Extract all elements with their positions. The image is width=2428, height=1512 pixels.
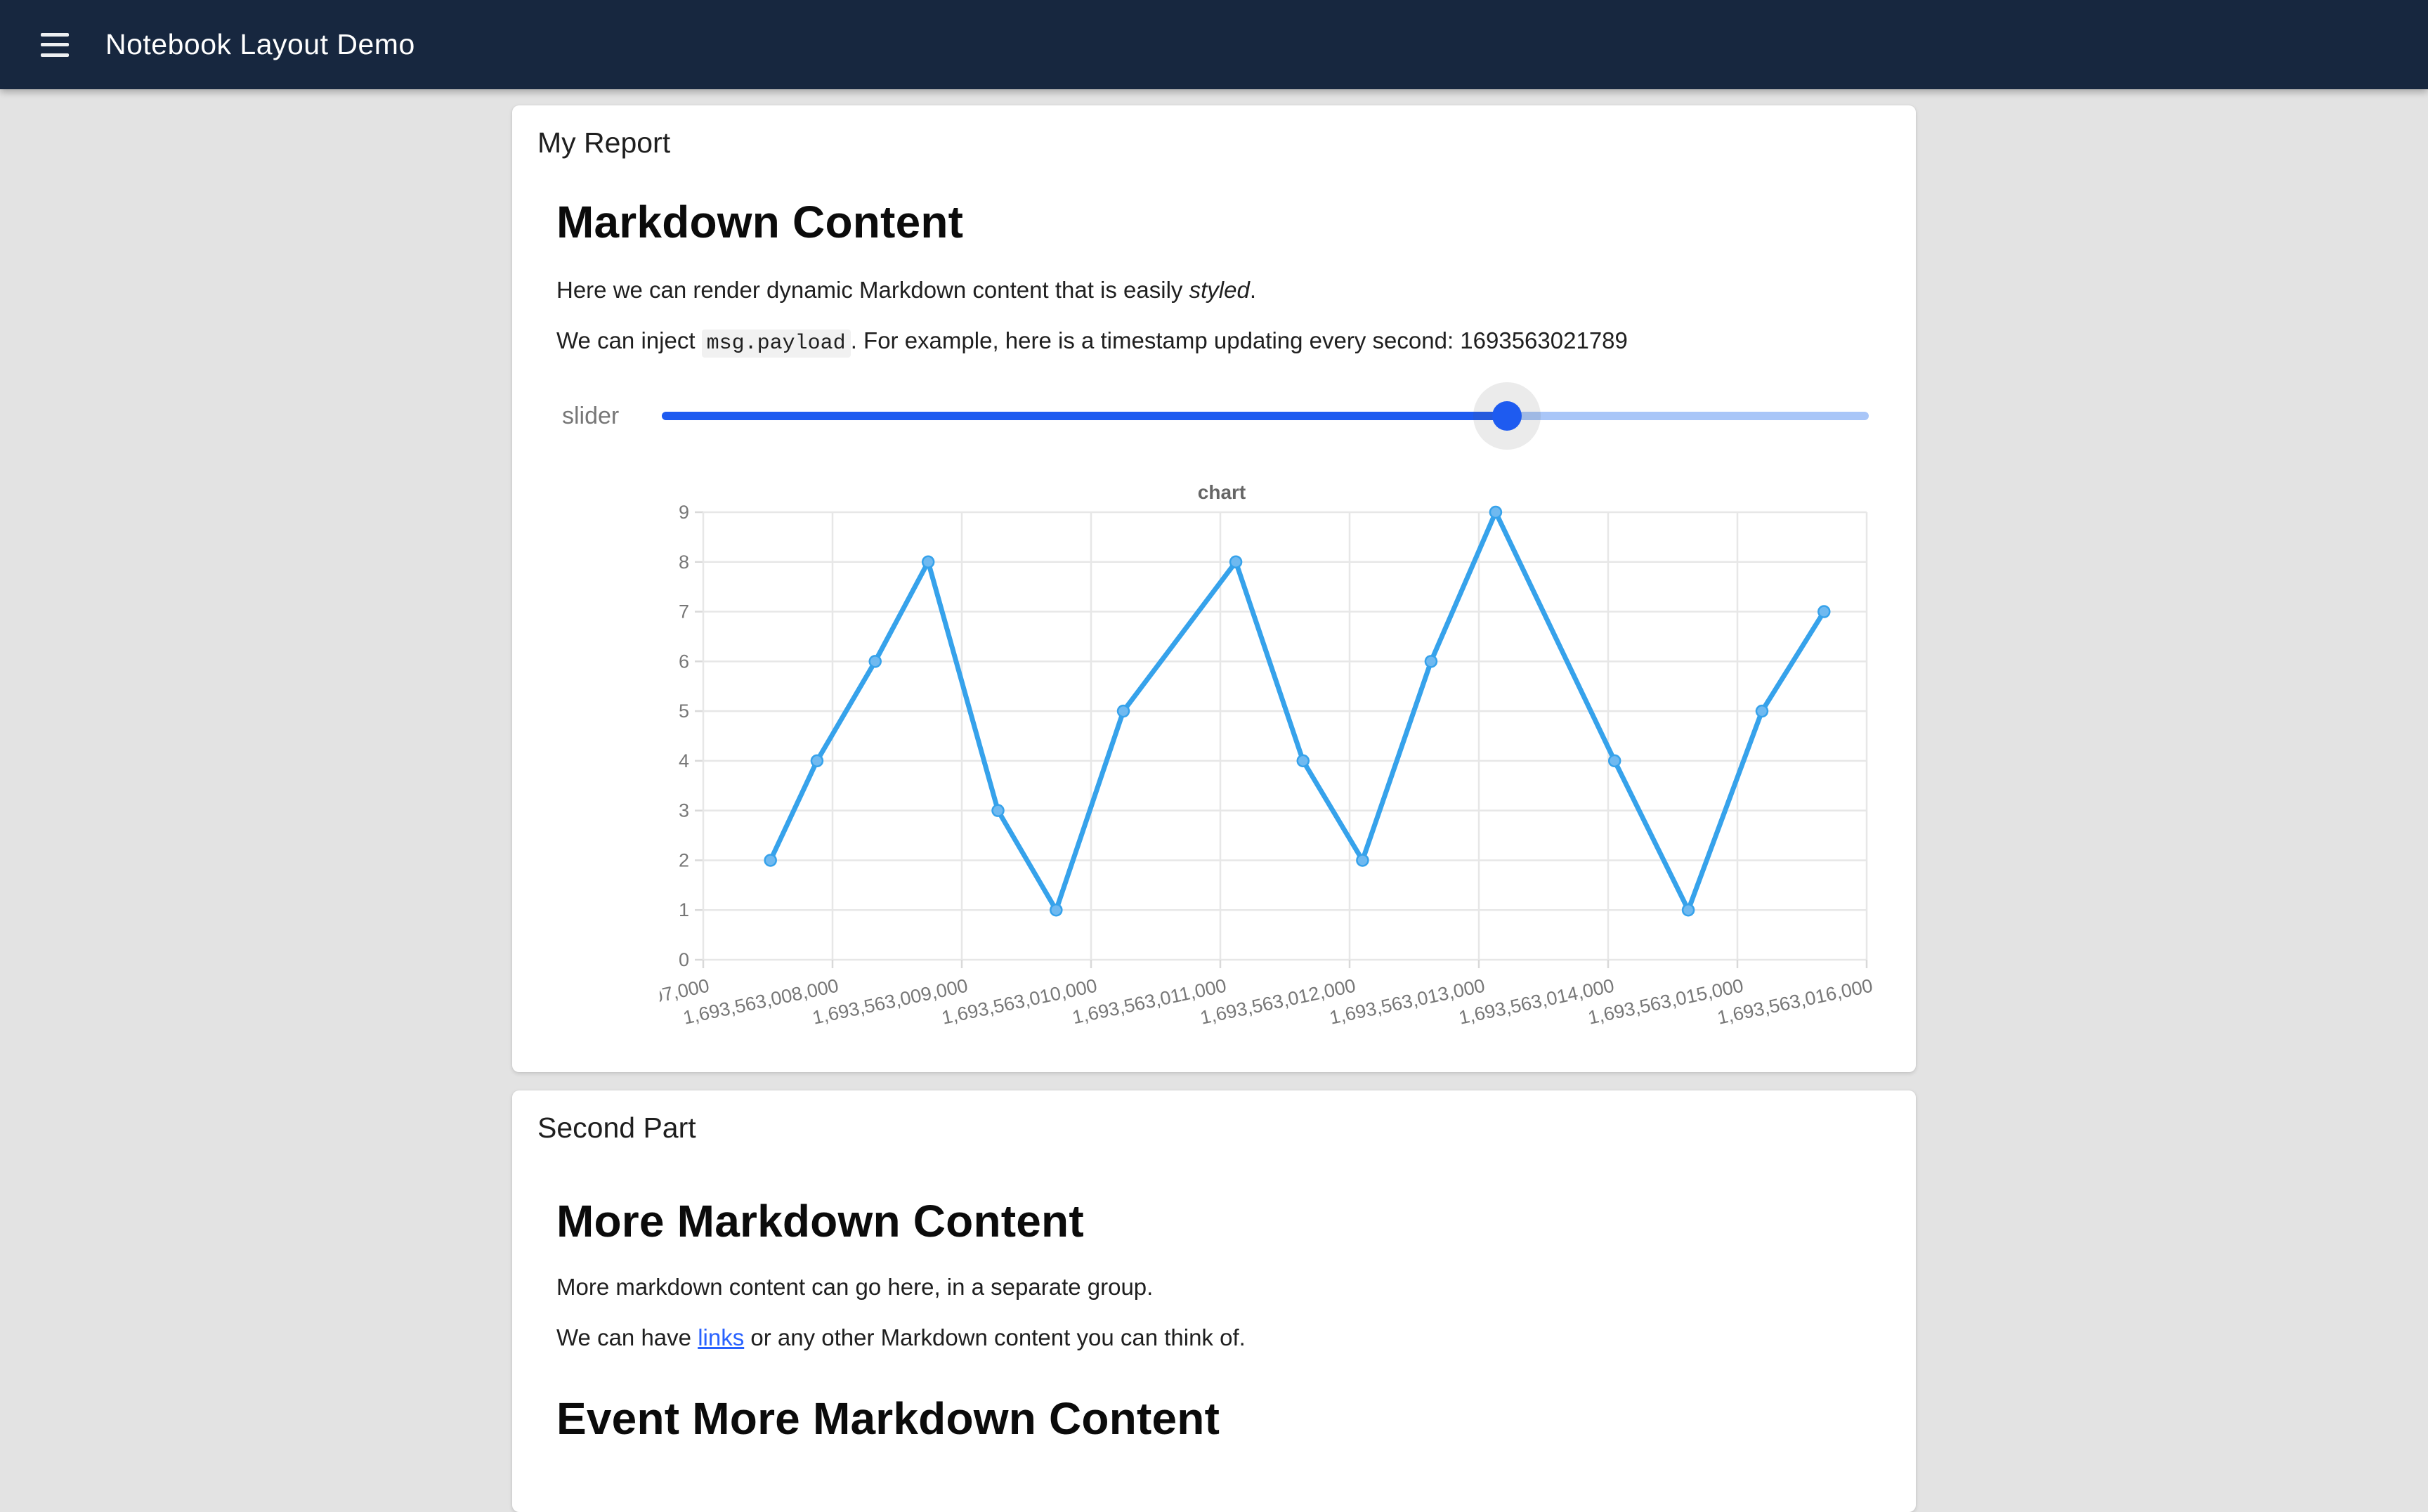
- menu-icon[interactable]: [41, 32, 69, 57]
- svg-text:3: 3: [679, 800, 689, 821]
- markdown-heading-partial: Event More Markdown Content: [556, 1393, 1220, 1444]
- slider-widget: slider: [562, 379, 1869, 452]
- slider-track[interactable]: [662, 379, 1869, 452]
- markdown-paragraph: Here we can render dynamic Markdown cont…: [556, 275, 1872, 306]
- paragraph-text: We can inject: [556, 327, 702, 353]
- markdown-heading: More Markdown Content: [556, 1196, 1084, 1246]
- markdown-paragraph: More markdown content can go here, in a …: [556, 1273, 1154, 1300]
- menu-bar-2: [41, 43, 69, 46]
- inline-code: msg.payload: [701, 329, 851, 358]
- svg-text:5: 5: [679, 700, 689, 722]
- paragraph-text: .: [1249, 276, 1256, 303]
- app-title: Notebook Layout Demo: [105, 28, 415, 60]
- svg-text:6: 6: [679, 651, 689, 672]
- menu-bar-1: [41, 32, 69, 37]
- markdown-widget: Markdown Content Here we can render dyna…: [556, 195, 1872, 358]
- italic-text: styled: [1189, 276, 1250, 303]
- markdown-widget: More Markdown Content More markdown cont…: [556, 1194, 1872, 1445]
- paragraph-text: We can have: [556, 1324, 698, 1350]
- markdown-heading: Markdown Content: [556, 197, 964, 247]
- paragraph-text: . For example, here is a timestamp updat…: [850, 327, 1461, 353]
- group-card-my-report: My Report Markdown Content Here we can r…: [512, 105, 1916, 1072]
- links-hyperlink[interactable]: links: [698, 1324, 745, 1350]
- svg-text:2: 2: [679, 849, 689, 871]
- slider-thumb[interactable]: [1492, 401, 1522, 431]
- markdown-paragraph: We can have links or any other Markdown …: [556, 1322, 1872, 1354]
- svg-text:8: 8: [679, 552, 689, 573]
- paragraph-text: or any other Markdown content you can th…: [744, 1324, 1246, 1350]
- slider-label: slider: [562, 402, 620, 429]
- group-card-second-part: Second Part More Markdown Content More m…: [512, 1090, 1916, 1512]
- markdown-paragraph: We can inject msg.payload. For example, …: [556, 325, 1872, 358]
- line-chart[interactable]: 01234567891,693,563,007,0001,693,563,008…: [660, 460, 1882, 1043]
- paragraph-text: Here we can render dynamic Markdown cont…: [556, 276, 1189, 303]
- svg-text:1: 1: [679, 899, 689, 920]
- svg-text:9: 9: [679, 502, 689, 523]
- group-title: Second Part: [537, 1112, 696, 1144]
- app-bar: Notebook Layout Demo: [0, 0, 2428, 89]
- timestamp-value: 1693563021789: [1460, 327, 1628, 353]
- menu-bar-3: [41, 53, 69, 57]
- slider-fill[interactable]: [662, 412, 1507, 420]
- svg-text:7: 7: [679, 601, 689, 623]
- svg-text:chart: chart: [1198, 481, 1246, 503]
- svg-text:0: 0: [679, 949, 689, 970]
- svg-text:4: 4: [679, 750, 689, 771]
- group-title: My Report: [537, 126, 671, 159]
